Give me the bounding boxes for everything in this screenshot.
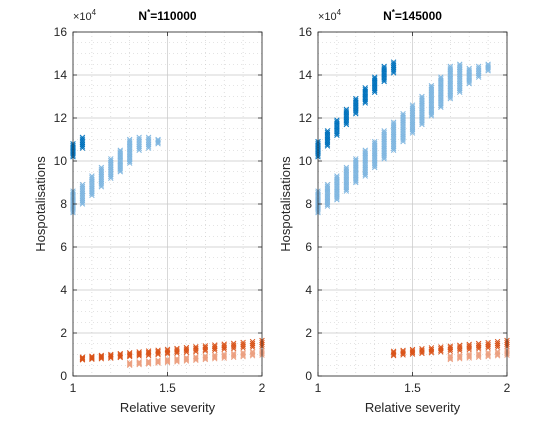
chart-title-rest: =110000 [150, 9, 197, 23]
y-exponent-label: ×104 [73, 8, 97, 23]
y-tick-label: 2 [305, 326, 312, 340]
y-exponent-power: 4 [92, 8, 97, 17]
y-tick-label: 0 [60, 369, 67, 383]
y-tick-label: 4 [305, 283, 312, 297]
x-tick-label: 1.5 [404, 381, 421, 395]
y-tick-label: 6 [60, 240, 67, 254]
chart-title-main: N [138, 9, 147, 23]
y-tick-label: 2 [60, 326, 67, 340]
x-tick-label: 1 [315, 381, 322, 395]
y-exponent-label: ×104 [318, 8, 342, 23]
y-tick-label: 10 [299, 154, 313, 168]
y-axis-label: Hospotalisations [33, 156, 48, 252]
y-tick-label: 8 [60, 197, 67, 211]
y-tick-label: 4 [60, 283, 67, 297]
y-tick-label: 14 [54, 68, 68, 82]
x-tick-label: 1.5 [159, 381, 176, 395]
x-tick-label: 1 [70, 381, 77, 395]
y-tick-label: 12 [54, 111, 68, 125]
y-tick-label: 16 [299, 25, 313, 39]
x-axis-label: Relative severity [120, 400, 216, 415]
y-tick-label: 16 [54, 25, 68, 39]
y-tick-label: 12 [299, 111, 313, 125]
x-axis-label: Relative severity [365, 400, 461, 415]
chart-title: N*=145000 [383, 8, 442, 23]
chart-panel-left: 1 1.5 2 0 2 4 6 8 10 12 14 16 ×104 N*=110000 Relative … [33, 8, 266, 415]
chart-panel-right: 1 1.5 2 0 2 4 6 8 10 12 14 16 ×104 N*=145000 Relative … [278, 8, 511, 415]
y-tick-label: 0 [305, 369, 312, 383]
x-tick-label: 2 [259, 381, 266, 395]
x-tick-label: 2 [504, 381, 511, 395]
chart-title-main: N [383, 9, 392, 23]
y-tick-label: 6 [305, 240, 312, 254]
y-axis-label: Hospotalisations [278, 156, 293, 252]
chart-title-rest: =145000 [395, 9, 442, 23]
y-tick-label: 8 [305, 197, 312, 211]
y-tick-label: 14 [299, 68, 313, 82]
y-tick-label: 10 [54, 154, 68, 168]
y-exponent-power: 4 [337, 8, 342, 17]
chart-title: N*=110000 [138, 8, 197, 23]
